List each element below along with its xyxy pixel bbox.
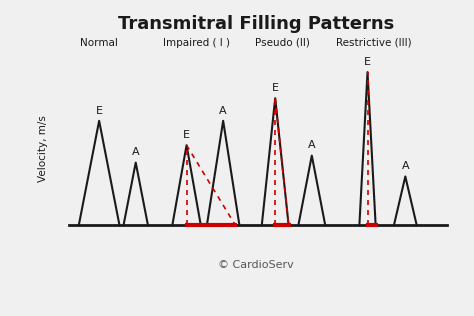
Text: E: E (183, 130, 190, 140)
Text: Restrictive (III): Restrictive (III) (336, 38, 411, 48)
Title: Transmitral Filling Patterns: Transmitral Filling Patterns (118, 15, 394, 33)
Text: E: E (364, 57, 371, 67)
Text: A: A (219, 106, 227, 116)
Text: © CardioServ: © CardioServ (218, 260, 293, 270)
Text: A: A (132, 147, 139, 157)
Text: E: E (96, 106, 103, 116)
Text: Pseudo (II): Pseudo (II) (255, 38, 310, 48)
Text: E: E (272, 83, 279, 93)
Text: Velocity, m/s: Velocity, m/s (38, 115, 48, 182)
Text: A: A (401, 161, 409, 171)
Text: A: A (308, 140, 316, 150)
Text: Impaired ( I ): Impaired ( I ) (163, 38, 230, 48)
Text: Normal: Normal (80, 38, 118, 48)
